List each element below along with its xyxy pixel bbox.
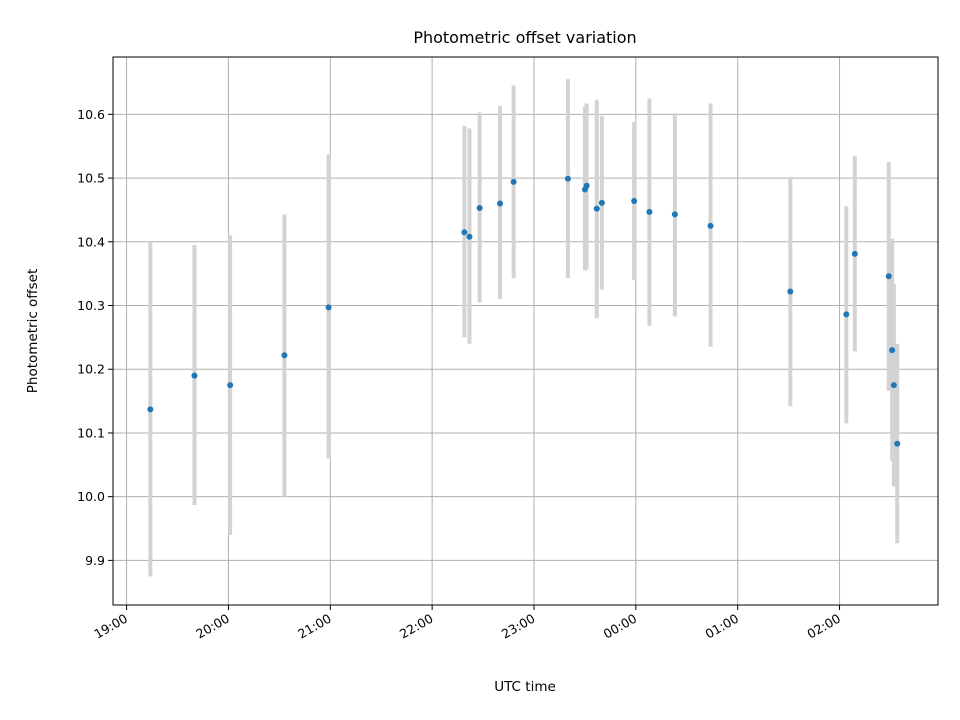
data-point — [476, 205, 483, 212]
data-point — [787, 288, 794, 295]
data-point — [631, 198, 638, 205]
x-tick-label: 02:00 — [804, 611, 843, 642]
x-tick-label: 21:00 — [295, 611, 334, 642]
chart-title: Photometric offset variation — [413, 28, 636, 47]
y-tick-label: 10.1 — [77, 425, 105, 440]
data-point — [890, 382, 897, 389]
plot-frame — [112, 56, 939, 606]
data-point — [843, 311, 850, 318]
y-axis-label: Photometric offset — [25, 269, 41, 393]
data-point — [497, 200, 504, 207]
y-tick-label: 10.4 — [77, 234, 105, 249]
data-point — [281, 352, 288, 359]
x-axis-label: UTC time — [494, 679, 556, 695]
point-layer — [147, 175, 901, 447]
data-point — [227, 382, 234, 389]
grid-layer — [113, 57, 938, 605]
data-point — [894, 440, 901, 447]
x-tick-label: 01:00 — [702, 611, 741, 642]
x-tick-label: 23:00 — [499, 611, 538, 642]
data-point — [147, 406, 154, 413]
x-tick-label: 19:00 — [91, 611, 130, 642]
errorbar-layer — [148, 79, 900, 577]
data-point — [466, 233, 473, 240]
data-point — [510, 178, 517, 185]
y-tick-label: 10.6 — [77, 107, 105, 122]
data-point — [851, 250, 858, 257]
data-point — [325, 304, 332, 311]
y-tick-label: 9.9 — [85, 553, 105, 568]
x-tick-label: 20:00 — [193, 611, 232, 642]
data-point — [593, 205, 600, 212]
data-point — [461, 229, 468, 236]
x-tick-label: 22:00 — [397, 611, 436, 642]
data-point — [671, 211, 678, 218]
y-tick-label: 10.3 — [77, 298, 105, 313]
data-point — [564, 175, 571, 182]
data-point — [191, 372, 198, 379]
data-point — [885, 273, 892, 280]
y-tick-label: 10.0 — [77, 489, 105, 504]
data-point — [889, 347, 896, 354]
data-point — [583, 182, 590, 189]
data-point — [598, 199, 605, 206]
y-tick-label: 10.2 — [77, 362, 105, 377]
data-point — [707, 222, 714, 229]
x-tick-label: 00:00 — [601, 611, 640, 642]
data-point — [646, 208, 653, 215]
y-tick-label: 10.5 — [77, 171, 105, 186]
